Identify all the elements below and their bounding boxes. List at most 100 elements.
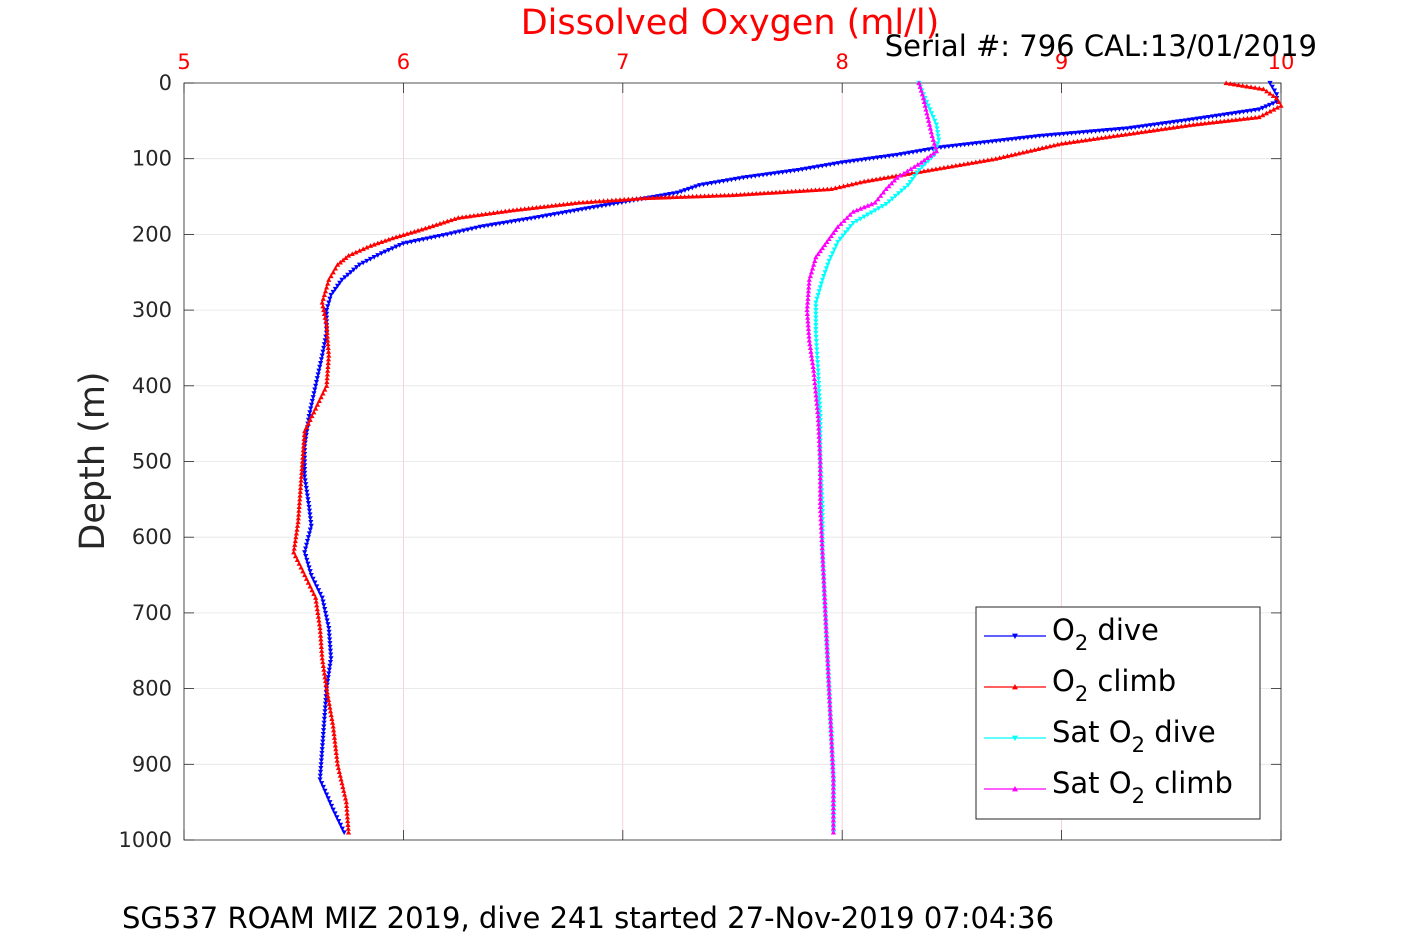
data-point (483, 211, 489, 217)
data-point (950, 143, 956, 149)
data-point (296, 500, 303, 506)
data-point (808, 187, 815, 193)
data-point (330, 807, 336, 813)
data-point (318, 644, 324, 650)
data-point (536, 214, 542, 220)
data-point (926, 122, 933, 127)
data-point (332, 738, 338, 744)
data-point (533, 204, 539, 210)
data-point (797, 188, 803, 193)
data-point (930, 150, 937, 156)
data-point (321, 720, 327, 726)
data-point (1078, 138, 1085, 143)
data-point (830, 793, 837, 798)
data-point (322, 713, 328, 718)
data-point (1005, 137, 1011, 143)
data-point (633, 196, 640, 201)
data-point (678, 189, 684, 195)
data-point (312, 580, 318, 586)
data-point (301, 436, 307, 441)
data-point (902, 151, 908, 157)
data-point (733, 192, 740, 197)
data-point (791, 168, 798, 174)
data-point (973, 159, 979, 165)
data-point (880, 189, 886, 195)
data-point (319, 651, 325, 657)
data-point (973, 141, 980, 146)
data-point (330, 289, 336, 295)
data-point (321, 716, 328, 722)
data-point (324, 371, 331, 377)
data-point (320, 599, 326, 605)
data-point (325, 345, 331, 351)
data-point (821, 591, 828, 596)
data-point (312, 387, 318, 393)
data-point (400, 232, 406, 237)
data-point (894, 175, 900, 180)
data-point (320, 390, 326, 396)
data-point (397, 243, 403, 248)
data-point (854, 207, 860, 213)
data-point (1179, 118, 1185, 124)
data-point (989, 156, 995, 162)
data-point (878, 154, 884, 160)
data-point (339, 277, 345, 283)
data-point (827, 706, 833, 712)
data-point (327, 663, 333, 669)
data-point (306, 565, 312, 571)
data-point (830, 760, 836, 766)
data-point (720, 178, 727, 184)
data-point (314, 402, 321, 407)
data-point (341, 830, 347, 836)
data-point (824, 239, 830, 245)
data-point (823, 266, 830, 272)
data-point (831, 161, 837, 167)
data-point (333, 746, 339, 752)
data-point (822, 270, 828, 275)
data-point (1260, 86, 1267, 92)
data-point (799, 167, 805, 172)
data-point (1167, 120, 1173, 126)
data-point (317, 629, 323, 634)
data-point (305, 535, 312, 540)
data-point (340, 784, 346, 790)
data-point (896, 191, 902, 196)
data-point (769, 190, 775, 195)
data-point (822, 595, 828, 600)
data-point (320, 663, 326, 668)
data-point (1064, 131, 1071, 137)
data-point (825, 665, 831, 671)
data-point (334, 754, 340, 759)
data-point (810, 364, 816, 369)
data-point (311, 391, 317, 396)
data-point (553, 202, 559, 208)
data-point (323, 614, 329, 620)
data-point (334, 262, 341, 267)
data-point (805, 322, 811, 328)
data-point (1229, 117, 1235, 123)
data-point (300, 568, 306, 574)
data-point (697, 193, 704, 199)
data-point (708, 181, 715, 186)
data-point (828, 255, 834, 260)
data-point (572, 200, 578, 206)
data-point (907, 180, 913, 185)
y-tick-label: 500 (132, 450, 172, 474)
data-point (291, 545, 297, 551)
data-point (1025, 135, 1031, 140)
data-point (416, 238, 422, 243)
data-point (1138, 129, 1144, 135)
data-point (318, 766, 324, 771)
data-point (874, 155, 881, 161)
data-point (337, 822, 344, 828)
legend-swatch-marker (1012, 633, 1018, 639)
data-point (817, 458, 823, 464)
data-point (307, 583, 313, 589)
x-tick-label: 5 (177, 50, 190, 74)
data-point (302, 470, 308, 476)
data-point (360, 260, 366, 266)
data-point (935, 130, 941, 135)
data-point (477, 224, 483, 230)
data-point (317, 364, 323, 370)
data-point (1225, 118, 1231, 123)
